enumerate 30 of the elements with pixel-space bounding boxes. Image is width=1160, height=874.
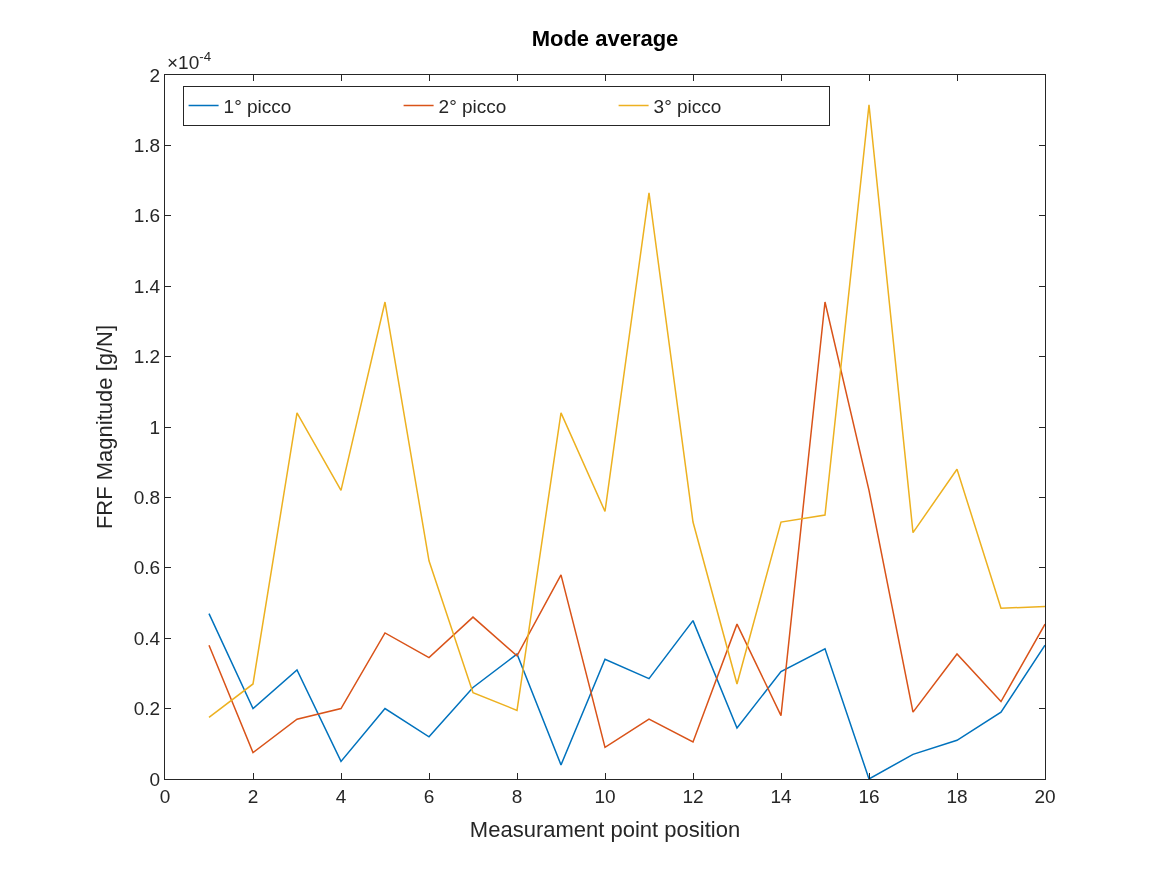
legend-label: 1° picco [223,95,292,117]
y-tick-label: 0.2 [133,698,161,720]
x-tick-label: 2 [247,785,259,807]
x-tick-label: 14 [770,785,792,807]
line-series [208,301,1045,754]
x-tick-label: 16 [858,785,880,807]
x-tick-label: 10 [594,785,616,807]
y-tick-label: 1 [149,416,161,438]
y-tick-label: 0 [149,768,161,790]
x-tick-label: 6 [423,785,435,807]
legend-label: 3° picco [653,95,722,117]
x-tick-label: 8 [511,785,523,807]
legend-label: 2° picco [438,95,507,117]
y-tick-label: 1.2 [133,346,161,368]
chart-title: Mode average [531,25,679,51]
y-axis-title: FRF Magnitude [g/N] [91,324,117,530]
x-tick-label: 12 [682,785,704,807]
x-tick-label: 4 [335,785,347,807]
line-series [208,612,1045,779]
x-axis-title: Measurament point position [469,816,741,842]
y-tick-label: 1.4 [133,275,161,297]
y-tick-label: 2 [149,64,161,86]
text: ×10$^{-4}$ [167,49,212,73]
y-tick-label: 0.4 [133,627,161,649]
x-tick-label: 20 [1034,785,1056,807]
x-tick-label: 18 [946,785,968,807]
y-tick-label: 0.6 [133,557,161,579]
y-tick-label: 1.6 [133,205,161,227]
y-tick-label: 0.8 [133,487,161,509]
y-tick-label: 1.8 [133,135,161,157]
